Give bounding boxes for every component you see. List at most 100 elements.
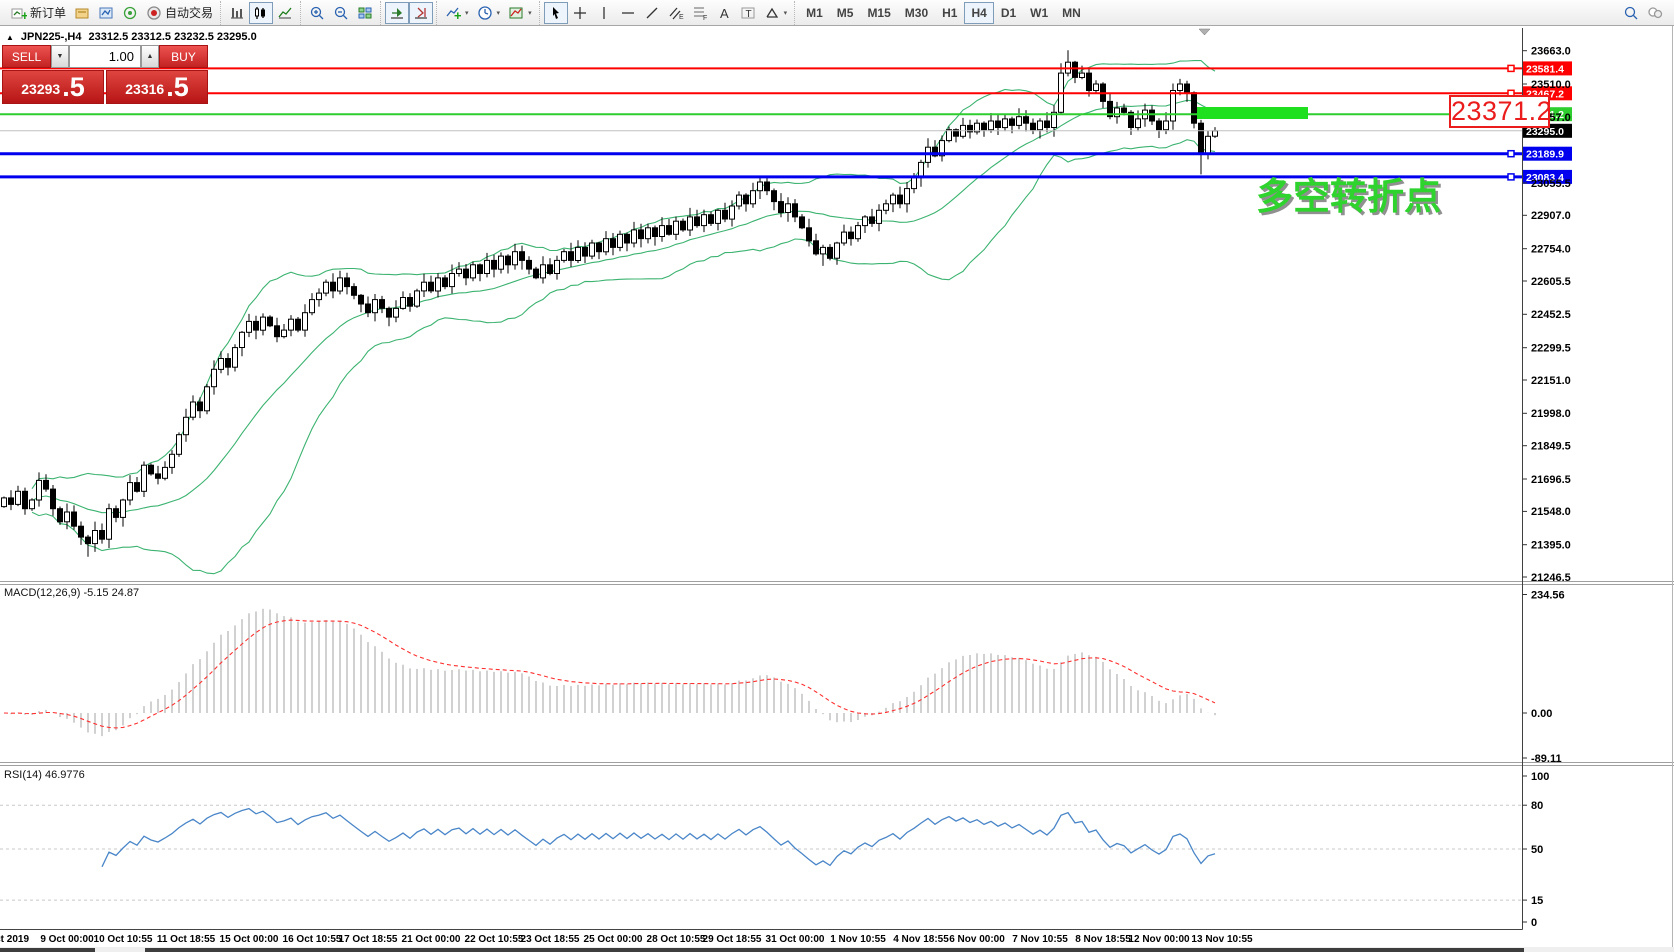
price-tick-label: 21395.0: [1531, 540, 1571, 552]
tile-windows-button[interactable]: [353, 2, 377, 24]
time-tick-label: 11 Oct 18:55: [157, 934, 216, 945]
rsi-tick-label: 100: [1531, 771, 1549, 783]
time-tick-label: 16 Oct 10:55: [283, 934, 342, 945]
zoom-out-icon: [334, 6, 348, 19]
price-tick-label: 21849.5: [1531, 441, 1571, 453]
bottom-edge-segment: [145, 948, 1524, 952]
tf-h1[interactable]: H1: [935, 2, 964, 24]
line-chart-button[interactable]: [273, 2, 297, 24]
buy-price-box[interactable]: 23316 .5: [106, 70, 208, 104]
highlight-zone[interactable]: [1197, 107, 1308, 119]
text-button[interactable]: A: [712, 2, 736, 24]
candle: [43, 479, 49, 490]
cursor-button[interactable]: [543, 1, 568, 24]
templates-button[interactable]: ▾: [504, 2, 536, 24]
time-tick-label: 1 Nov 10:55: [830, 934, 886, 945]
ind-add-icon: +: [446, 7, 461, 21]
time-tick-label: 4 Nov 18:55: [893, 934, 949, 945]
tf-w1[interactable]: W1: [1023, 2, 1055, 24]
candle: [1121, 107, 1127, 113]
tf-m15[interactable]: M15: [860, 2, 897, 24]
community-chat-button[interactable]: [1643, 2, 1667, 24]
fibonacci-button[interactable]: F: [688, 2, 712, 24]
auto-trading-button[interactable]: 自动交易: [142, 2, 217, 24]
bar-chart-button[interactable]: [225, 2, 249, 24]
dropdown-arrow-icon[interactable]: ▾: [783, 9, 788, 17]
line-chart-icon: [278, 7, 292, 19]
candle: [92, 530, 98, 545]
turning-point-note[interactable]: 多空转折点: [1256, 176, 1441, 217]
dropdown-arrow-icon[interactable]: ▾: [496, 9, 501, 17]
template-icon: [509, 7, 523, 18]
terminal-button[interactable]: [70, 2, 94, 24]
candle: [974, 122, 980, 133]
tf-d1-label: D1: [1000, 5, 1017, 20]
candle: [771, 190, 777, 203]
candle: [99, 530, 105, 540]
candle: [862, 216, 868, 227]
crosshair-icon: [573, 6, 586, 19]
price-tick-label: 22452.5: [1531, 309, 1571, 321]
auto-scroll-button[interactable]: [385, 1, 410, 24]
new-order-button-label: 新订单: [30, 6, 67, 20]
terminal-icon: [75, 8, 89, 18]
chart-shift-button[interactable]: [409, 1, 434, 24]
candle: [1037, 120, 1043, 131]
volume-increase-button[interactable]: ▲: [141, 45, 159, 68]
candle: [1051, 111, 1057, 129]
zoom-out-button[interactable]: [329, 2, 353, 24]
time-tick-label: 15 Oct 00:00: [220, 934, 279, 945]
candlestick-button[interactable]: [249, 1, 274, 24]
dropdown-arrow-icon[interactable]: ▾: [528, 9, 532, 17]
candle: [1009, 118, 1015, 126]
buy-button[interactable]: BUY: [159, 45, 208, 68]
signals-button[interactable]: [118, 2, 142, 24]
candle: [715, 209, 721, 224]
svg-text:F: F: [703, 15, 707, 21]
tf-h4[interactable]: H4: [964, 1, 994, 24]
candles-icon: [255, 6, 266, 19]
periods-button[interactable]: ▾: [473, 2, 505, 24]
chart-shift-marker[interactable]: [1198, 28, 1211, 36]
dropdown-arrow-icon[interactable]: ▾: [465, 9, 469, 17]
candle: [260, 316, 266, 331]
candle: [50, 488, 56, 510]
channel-button[interactable]: E: [664, 2, 688, 24]
charts-window-button[interactable]: [94, 2, 118, 24]
tf-d1[interactable]: D1: [994, 2, 1023, 24]
rsi-indicator-label: RSI(14) 46.9776: [4, 769, 85, 781]
zoom-in-button[interactable]: [305, 2, 329, 24]
tf-mn[interactable]: MN: [1055, 2, 1088, 24]
search-button[interactable]: [1619, 2, 1643, 24]
trendline-button[interactable]: [640, 2, 664, 24]
labelT-icon: T: [741, 7, 755, 20]
tf-m5[interactable]: M5: [830, 2, 861, 24]
price-callout-label[interactable]: 23371.2: [1449, 95, 1553, 128]
volume-decrease-button[interactable]: ▼: [51, 45, 69, 68]
toolbar-group-insert: + ▾ ▾ ▾: [436, 0, 536, 25]
candle: [57, 508, 63, 523]
horizontal-line-button[interactable]: [616, 2, 640, 24]
new-order-button[interactable]: + 新订单: [7, 2, 70, 24]
vertical-line-button[interactable]: [592, 2, 616, 24]
sell-button[interactable]: SELL: [2, 45, 51, 68]
tf-m30[interactable]: M30: [898, 2, 935, 24]
shapes-button[interactable]: ▾: [760, 2, 792, 24]
rsi-tick-label: 80: [1531, 800, 1543, 812]
volume-input[interactable]: [69, 45, 141, 68]
candle: [288, 318, 294, 331]
auto-trading-button-label: 自动交易: [165, 6, 214, 20]
crosshair-button[interactable]: [568, 2, 592, 24]
candle: [540, 264, 546, 279]
tf-m1[interactable]: M1: [799, 2, 830, 24]
candle: [1205, 135, 1211, 155]
text-label-button[interactable]: T: [736, 2, 760, 24]
search-icon: [1624, 6, 1638, 19]
candle: [736, 194, 742, 207]
price-tick-label: 22299.5: [1531, 343, 1571, 355]
candle: [750, 190, 756, 205]
sell-price-box[interactable]: 23293 .5: [2, 70, 104, 104]
indicators-button[interactable]: + ▾: [441, 2, 473, 24]
